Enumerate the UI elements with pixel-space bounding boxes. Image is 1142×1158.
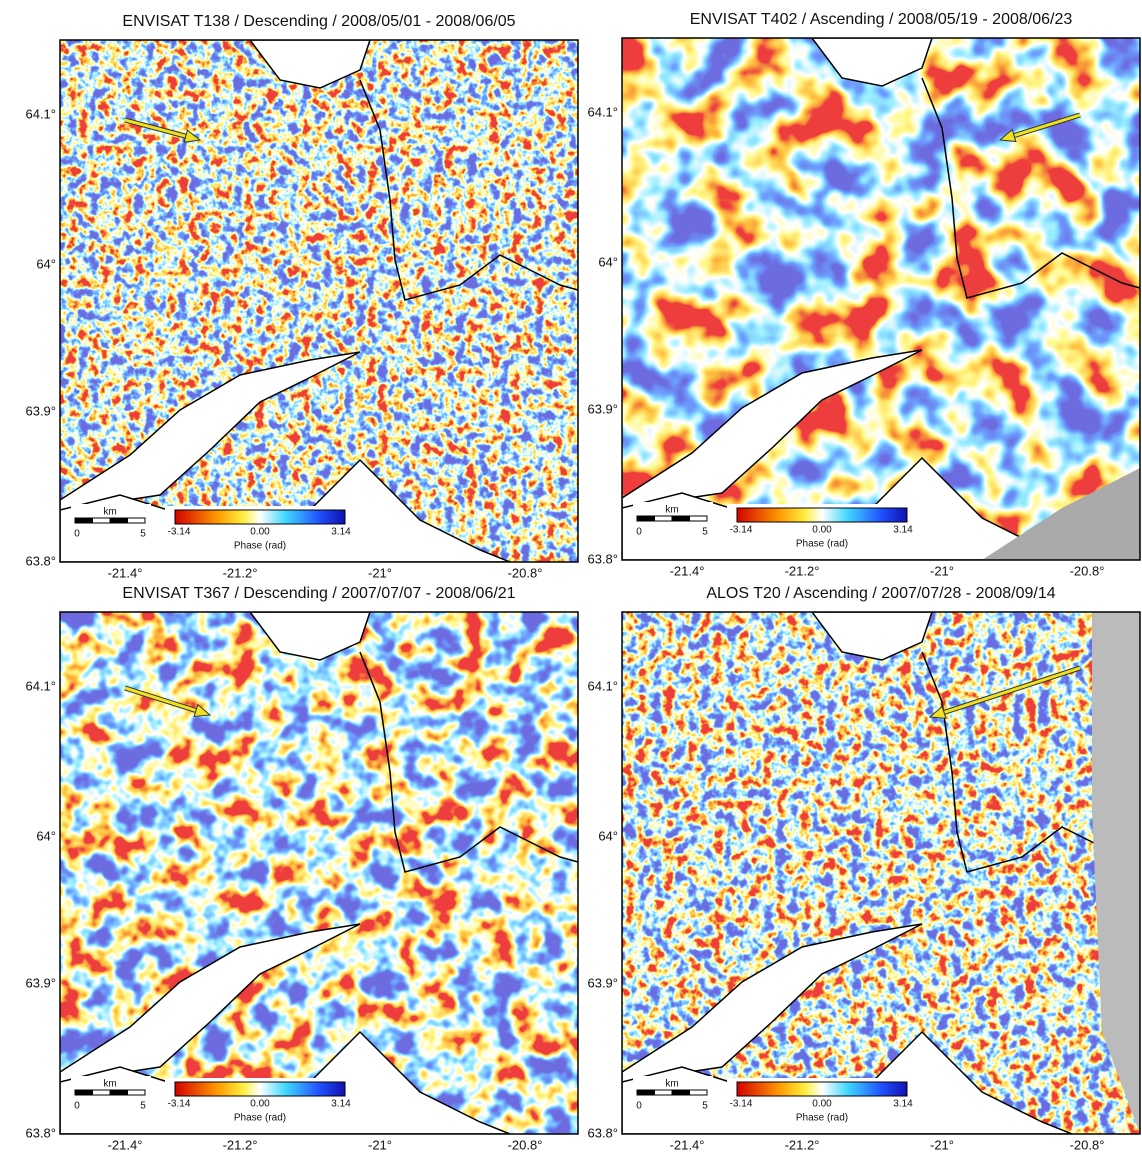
colorbar-label: Phase (rad)	[234, 541, 286, 552]
lon-label: -21.4°	[108, 1137, 143, 1152]
lat-label: 64.1°	[25, 678, 56, 693]
lat-label: 64°	[598, 828, 618, 843]
colorbar	[737, 508, 907, 522]
lat-label: 64°	[598, 254, 618, 269]
colorbar-max: 3.14	[331, 527, 351, 538]
lat-label: 64.1°	[587, 104, 618, 119]
panel-title: ENVISAT T367 / Descending / 2007/07/07 -…	[122, 585, 515, 602]
scalebar-segment	[75, 518, 93, 523]
scalebar-segment	[128, 518, 146, 523]
lon-label: -21°	[368, 1137, 392, 1152]
lon-label: -21°	[368, 565, 392, 580]
lat-label: 64°	[36, 256, 56, 271]
scalebar-start: 0	[636, 1101, 642, 1112]
scalebar-unit: km	[665, 505, 678, 516]
lat-label: 63.8°	[25, 553, 56, 568]
lat-label: 63.9°	[587, 401, 618, 416]
scalebar-segment	[93, 1090, 111, 1095]
scalebar-segment	[637, 516, 655, 521]
lon-label: -21.2°	[223, 1137, 258, 1152]
map-panel	[622, 38, 1140, 560]
colorbar-max: 3.14	[331, 1099, 351, 1110]
scalebar-unit: km	[103, 507, 116, 518]
panel-title: ENVISAT T138 / Descending / 2008/05/01 -…	[122, 13, 515, 30]
colorbar-min: -3.14	[168, 1099, 191, 1110]
colorbar	[175, 510, 345, 524]
colorbar	[737, 1082, 907, 1096]
lon-label: -20.8°	[508, 565, 543, 580]
scalebar-segment	[75, 1090, 93, 1095]
lon-label: -21.2°	[223, 565, 258, 580]
lat-label: 64.1°	[587, 678, 618, 693]
lon-label: -21°	[930, 1137, 954, 1152]
colorbar-max: 3.14	[893, 1099, 913, 1110]
scalebar-segment	[690, 1090, 708, 1095]
lat-label: 64°	[36, 828, 56, 843]
lat-label: 63.9°	[25, 975, 56, 990]
scalebar-segment	[655, 516, 673, 521]
panel-title: ENVISAT T402 / Ascending / 2008/05/19 - …	[690, 11, 1073, 28]
scalebar-segment	[93, 518, 111, 523]
scalebar-end: 5	[702, 1101, 708, 1112]
colorbar-mid: 0.00	[250, 1099, 270, 1110]
map-panel	[622, 612, 1140, 1134]
scalebar-end: 5	[702, 527, 708, 538]
colorbar-min: -3.14	[730, 525, 753, 536]
scalebar-start: 0	[636, 527, 642, 538]
figure: ENVISAT T138 / Descending / 2008/05/01 -…	[0, 0, 1142, 1158]
lon-label: -20.8°	[508, 1137, 543, 1152]
lon-label: -21.4°	[670, 1137, 705, 1152]
lon-label: -20.8°	[1070, 1137, 1105, 1152]
scalebar-segment	[110, 518, 128, 523]
colorbar-label: Phase (rad)	[796, 539, 848, 550]
colorbar-label: Phase (rad)	[796, 1113, 848, 1124]
scalebar-segment	[672, 516, 690, 521]
lon-label: -21.2°	[785, 1137, 820, 1152]
lat-label: 64.1°	[25, 106, 56, 121]
scalebar-end: 5	[140, 529, 146, 540]
scalebar-segment	[672, 1090, 690, 1095]
lat-label: 63.9°	[25, 403, 56, 418]
scalebar-segment	[110, 1090, 128, 1095]
scalebar-unit: km	[665, 1079, 678, 1090]
lat-label: 63.8°	[587, 551, 618, 566]
lon-label: -21°	[930, 563, 954, 578]
lon-label: -21.4°	[108, 565, 143, 580]
lat-label: 63.8°	[25, 1125, 56, 1140]
lon-label: -21.2°	[785, 563, 820, 578]
colorbar-mid: 0.00	[250, 527, 270, 538]
colorbar-label: Phase (rad)	[234, 1113, 286, 1124]
scalebar-unit: km	[103, 1079, 116, 1090]
panel-title: ALOS T20 / Ascending / 2007/07/28 - 2008…	[706, 585, 1055, 602]
scalebar-segment	[128, 1090, 146, 1095]
lat-label: 63.8°	[587, 1125, 618, 1140]
scalebar-start: 0	[74, 529, 80, 540]
colorbar-min: -3.14	[730, 1099, 753, 1110]
colorbar-min: -3.14	[168, 527, 191, 538]
lon-label: -21.4°	[670, 563, 705, 578]
scalebar-start: 0	[74, 1101, 80, 1112]
colorbar	[175, 1082, 345, 1096]
scalebar-end: 5	[140, 1101, 146, 1112]
colorbar-max: 3.14	[893, 525, 913, 536]
lon-label: -20.8°	[1070, 563, 1105, 578]
colorbar-mid: 0.00	[812, 1099, 832, 1110]
colorbar-mid: 0.00	[812, 525, 832, 536]
scalebar-segment	[690, 516, 708, 521]
scalebar-segment	[637, 1090, 655, 1095]
scalebar-segment	[655, 1090, 673, 1095]
map-panel	[60, 40, 578, 562]
lat-label: 63.9°	[587, 975, 618, 990]
